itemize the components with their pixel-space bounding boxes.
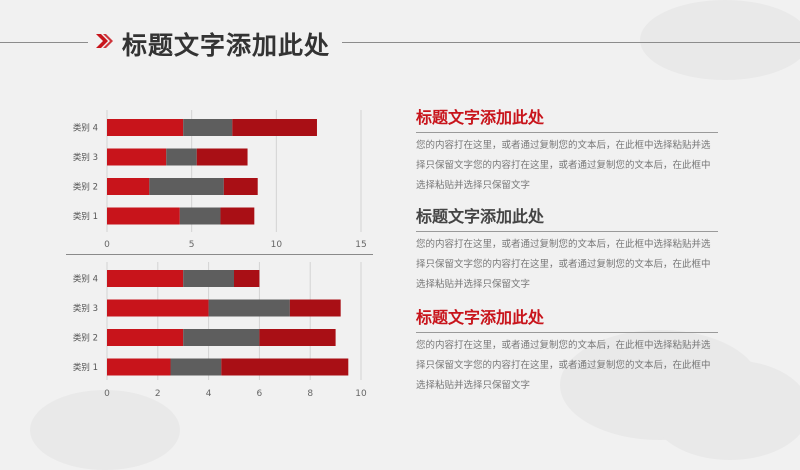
page-title: 标题文字添加此处 [122, 31, 331, 60]
background-cloud [650, 360, 800, 460]
stacked-bar-chart-bottom: 0 2 4 6 8 10 类别 1 类别 2 类别 3 类别 4 [73, 262, 367, 399]
bar-segment [220, 207, 255, 225]
bar-segment [232, 119, 317, 136]
bar-segment [107, 207, 180, 225]
background-cloud [640, 0, 800, 80]
x-tick-label: 10 [271, 240, 283, 250]
section-body: 您的内容打在这里，或者通过复制您的文本后，在此框中选择粘贴并选择只保留文字您的内… [416, 239, 711, 290]
category-label: 类别 2 [73, 182, 98, 193]
bar-segment [149, 178, 224, 195]
x-tick-label: 8 [307, 389, 313, 399]
bar-segment [170, 358, 222, 376]
bar-segment [234, 270, 260, 287]
header-rule-left [0, 42, 88, 43]
x-tick-label: 15 [355, 240, 366, 250]
section-title: 标题文字添加此处 [416, 108, 545, 127]
header-rule-right [342, 42, 800, 43]
category-label: 类别 4 [73, 274, 98, 285]
text-section-1: 标题文字添加此处 您的内容打在这里，或者通过复制您的文本后，在此框中选择粘贴并选… [416, 108, 718, 196]
category-label: 类别 3 [73, 152, 98, 163]
text-section-2: 标题文字添加此处 您的内容打在这里，或者通过复制您的文本后，在此框中选择粘贴并选… [416, 207, 718, 295]
bar-segment [183, 119, 233, 136]
category-label: 类别 4 [73, 123, 98, 134]
bar-segment [183, 329, 260, 346]
x-tick-label: 10 [355, 389, 367, 399]
bar-segment [259, 329, 336, 346]
category-label: 类别 1 [73, 211, 98, 222]
x-tick-label: 5 [189, 240, 195, 250]
section-body: 您的内容打在这里，或者通过复制您的文本后，在此框中选择粘贴并选择只保留文字您的内… [416, 140, 711, 191]
bar-segment [107, 299, 209, 317]
x-tick-label: 0 [104, 240, 110, 250]
category-label: 类别 1 [73, 362, 98, 373]
bar-segment [221, 358, 349, 376]
x-tick-label: 2 [155, 389, 161, 399]
stacked-bar-chart-top: 0 5 10 15 类别 1 类别 2 类别 3 类别 4 [73, 110, 367, 250]
bar-segment [107, 329, 184, 346]
bar-segment [166, 148, 197, 166]
x-tick-label: 0 [104, 389, 110, 399]
category-label: 类别 2 [73, 333, 98, 344]
bar-segment [107, 148, 167, 166]
section-rule [416, 231, 718, 232]
bar-segment [107, 119, 184, 136]
section-rule [416, 332, 718, 333]
text-section-3: 标题文字添加此处 您的内容打在这里，或者通过复制您的文本后，在此框中选择粘贴并选… [416, 308, 718, 396]
bar-segment [179, 207, 221, 225]
chart-divider [66, 254, 373, 255]
bar-segment [183, 270, 234, 287]
bar-segment [289, 299, 341, 317]
section-rule [416, 132, 718, 133]
bar-segment [223, 178, 258, 195]
title-arrow-icon [96, 34, 113, 48]
section-body: 您的内容打在这里，或者通过复制您的文本后，在此框中选择粘贴并选择只保留文字您的内… [416, 340, 711, 391]
section-title: 标题文字添加此处 [416, 207, 545, 226]
bar-segment [208, 299, 290, 317]
bar-segment [107, 358, 171, 376]
x-tick-label: 4 [206, 389, 212, 399]
x-tick-label: 6 [257, 389, 263, 399]
bar-segment [107, 178, 150, 195]
bar-segment [196, 148, 248, 166]
section-title: 标题文字添加此处 [416, 308, 545, 327]
bar-segment [107, 270, 184, 287]
category-label: 类别 3 [73, 303, 98, 314]
